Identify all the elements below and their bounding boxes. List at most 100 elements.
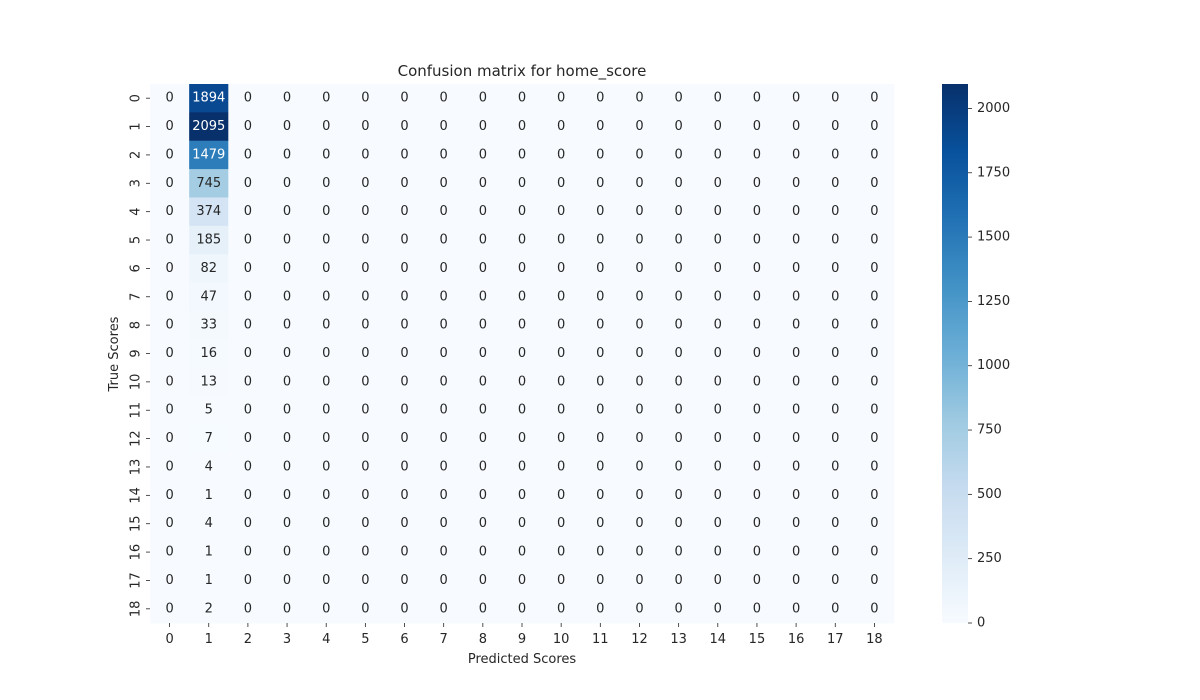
- heatmap-cell: [424, 282, 464, 312]
- cell-value-label: 0: [440, 176, 448, 191]
- cell-value-label: 0: [479, 318, 487, 333]
- heatmap-cell: [345, 509, 386, 539]
- heatmap-cell: [228, 169, 268, 198]
- cell-value-label: 0: [518, 346, 526, 361]
- heatmap-cell: [228, 566, 268, 596]
- cell-value-label: 0: [557, 573, 565, 588]
- heatmap-cell: [580, 509, 621, 539]
- cell-value-label: 0: [714, 431, 722, 446]
- heatmap-cell: [698, 424, 738, 454]
- heatmap-cell: [189, 424, 229, 454]
- colorbar-tick-label: 250: [977, 551, 1002, 566]
- heatmap-cell: [776, 566, 817, 596]
- cell-value-label: 0: [322, 261, 330, 276]
- colorbar-tick-label: 500: [977, 487, 1002, 502]
- cell-value-label: 0: [400, 318, 408, 333]
- heatmap-cell: [306, 367, 347, 397]
- cell-value-label: 0: [361, 403, 369, 418]
- cell-value-label: 0: [753, 374, 761, 389]
- heatmap-cell: [580, 197, 621, 227]
- heatmap-cell: [815, 594, 856, 624]
- heatmap-cell: [384, 197, 425, 227]
- x-tick-label: 17: [827, 632, 844, 647]
- heatmap-cell: [384, 367, 425, 397]
- heatmap-cell: [345, 254, 386, 284]
- cell-value-label: 0: [557, 119, 565, 134]
- colorbar-tick-label: 750: [977, 423, 1002, 438]
- cell-value-label: 0: [322, 516, 330, 531]
- cell-value-label: 0: [831, 516, 839, 531]
- heatmap-cell: [854, 424, 895, 454]
- cell-value-label: 0: [557, 318, 565, 333]
- cell-value-label: 0: [635, 573, 643, 588]
- cell-value-label: 0: [440, 573, 448, 588]
- heatmap-cell: [345, 169, 386, 198]
- y-tick-label: 10: [129, 374, 144, 391]
- heatmap-cell: [502, 452, 543, 482]
- heatmap-cell: [541, 509, 582, 539]
- cell-value-label: 0: [479, 204, 487, 219]
- heatmap-cell: [345, 225, 386, 255]
- heatmap-cell: [698, 396, 738, 425]
- heatmap-cell: [189, 282, 229, 312]
- heatmap-cell: [776, 282, 817, 312]
- cell-value-label: 0: [322, 91, 330, 106]
- cell-value-label: 0: [322, 601, 330, 616]
- colorbar-tick-label: 2000: [977, 101, 1010, 116]
- cell-value-label: 0: [831, 176, 839, 191]
- cell-value-label: 0: [244, 403, 252, 418]
- heatmap-cell: [463, 225, 503, 255]
- y-tick-label: 13: [129, 459, 144, 476]
- cell-value-label: 0: [714, 545, 722, 560]
- cell-value-label: 0: [440, 488, 448, 503]
- heatmap-cell: [306, 509, 347, 539]
- heatmap-cell: [502, 537, 543, 567]
- heatmap-cell: [737, 396, 778, 425]
- cell-value-label: 0: [870, 176, 878, 191]
- cell-value-label: 0: [596, 91, 604, 106]
- cell-value-label: 0: [440, 119, 448, 134]
- heatmap-cell: [189, 225, 229, 255]
- cell-value-label: 0: [440, 431, 448, 446]
- cell-value-label: 0: [283, 516, 291, 531]
- heatmap-cell: [267, 225, 308, 255]
- colorbar: [942, 84, 968, 623]
- heatmap-cell: [698, 225, 738, 255]
- cell-value-label: 47: [200, 289, 217, 304]
- cell-value-label: 0: [283, 601, 291, 616]
- cell-value-label: 0: [753, 459, 761, 474]
- heatmap-cell: [189, 84, 229, 113]
- cell-value-label: 0: [165, 147, 173, 162]
- colorbar-ticks: 0 250 500 750 1000 1250 1500 1750 2000: [968, 101, 1010, 631]
- heatmap-cell: [228, 537, 268, 567]
- cell-value-label: 0: [518, 403, 526, 418]
- heatmap-cell: [698, 367, 738, 397]
- cell-value-label: 0: [244, 147, 252, 162]
- cell-value-label: 33: [200, 318, 217, 333]
- heatmap-cell: [502, 254, 543, 284]
- heatmap-cell: [384, 112, 425, 142]
- cell-value-label: 0: [165, 431, 173, 446]
- cell-value-label: 0: [753, 601, 761, 616]
- heatmap-cell: [854, 367, 895, 397]
- heatmap-cell: [463, 537, 503, 567]
- heatmap-cell: [306, 197, 347, 227]
- heatmap-cell: [541, 112, 582, 142]
- heatmap-cell: [854, 140, 895, 170]
- cell-value-label: 0: [361, 545, 369, 560]
- cell-value-label: 0: [674, 516, 682, 531]
- heatmap-cell: [424, 310, 464, 340]
- heatmap-cell: [815, 367, 856, 397]
- heatmap-cell: [150, 310, 190, 340]
- cell-value-label: 0: [753, 261, 761, 276]
- cell-value-label: 0: [479, 289, 487, 304]
- heatmap-cell: [267, 367, 308, 397]
- cell-value-label: 0: [400, 176, 408, 191]
- heatmap-cell: [345, 566, 386, 596]
- heatmap-cell: [150, 197, 190, 227]
- heatmap-cell: [189, 509, 229, 539]
- heatmap-cell: [267, 481, 308, 511]
- cell-value-label: 0: [674, 233, 682, 248]
- cell-value-label: 0: [870, 545, 878, 560]
